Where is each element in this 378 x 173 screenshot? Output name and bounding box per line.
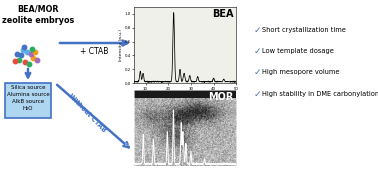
Text: Low template dosage: Low template dosage: [262, 48, 334, 54]
Text: BEA/MOR
zeolite embryos: BEA/MOR zeolite embryos: [2, 5, 74, 25]
Text: ✓: ✓: [254, 25, 262, 34]
FancyBboxPatch shape: [5, 83, 51, 118]
Y-axis label: Intensity (a.u.): Intensity (a.u.): [119, 29, 123, 61]
Text: ✓: ✓: [254, 47, 262, 56]
Text: Without CTAB: Without CTAB: [67, 93, 107, 133]
Text: + CTAB: + CTAB: [80, 48, 108, 57]
Text: BEA: BEA: [212, 9, 233, 19]
X-axis label: 2 Theta (degree): 2 Theta (degree): [167, 92, 204, 96]
Text: Short crystallization time: Short crystallization time: [262, 27, 346, 33]
Text: High stability in DME carbonylation: High stability in DME carbonylation: [262, 91, 378, 97]
Text: MOR: MOR: [208, 92, 233, 102]
Text: ✓: ✓: [254, 67, 262, 76]
Text: Silica source
Alumina source
AlkB source
H₂O: Silica source Alumina source AlkB source…: [7, 85, 50, 111]
Text: ✓: ✓: [254, 89, 262, 98]
Text: High mesopore volume: High mesopore volume: [262, 69, 339, 75]
